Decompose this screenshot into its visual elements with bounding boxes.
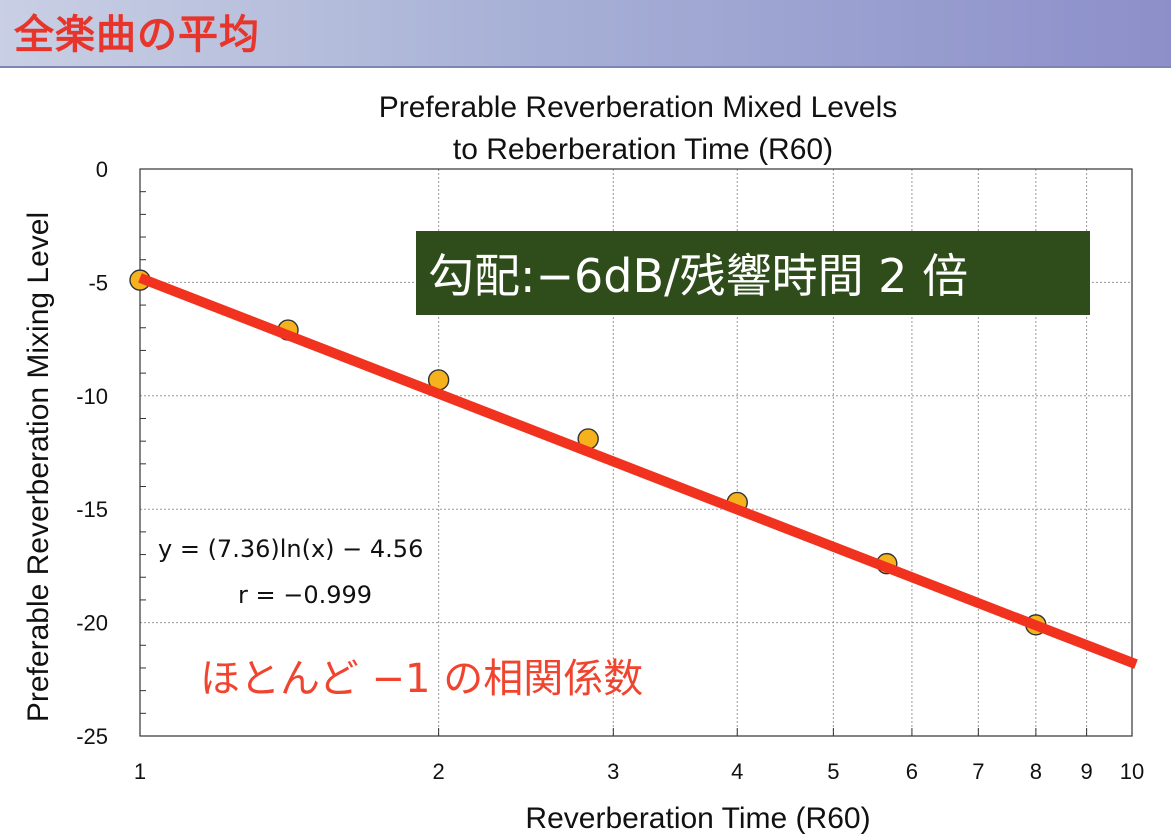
regression-line <box>138 273 1138 669</box>
x-tick-label: 8 <box>1030 759 1042 784</box>
y-tick-label: 0 <box>96 157 108 182</box>
correlation-note: ほとんど −1 の相関係数 <box>200 656 643 702</box>
page-title: 全楽曲の平均 <box>14 12 260 58</box>
slope-banner-text: 勾配:−6dB/残響時間 2 倍 <box>428 249 968 303</box>
y-tick-label: -15 <box>76 497 108 522</box>
minor-ticks <box>140 191 146 714</box>
x-tick-label: 7 <box>972 759 984 784</box>
x-tick-label: 3 <box>607 759 619 784</box>
equation-label: y = (7.36)ln(x) − 4.56 <box>158 535 423 563</box>
y-axis-label: Preferable Reverberation Mixing Level <box>22 212 55 722</box>
y-tick-label: -5 <box>88 270 108 295</box>
plot-frame <box>139 168 1133 737</box>
x-tick-label: 2 <box>432 759 444 784</box>
x-tick-label: 10 <box>1120 759 1144 784</box>
chart-subtitle: to Reberberation Time (R60) <box>453 133 833 166</box>
x-tick-label: 9 <box>1080 759 1092 784</box>
y-tick-labels: 0 -5 -10 -15 -20 -25 <box>76 157 108 749</box>
x-tick-label: 5 <box>827 759 839 784</box>
y-tick-label: -25 <box>76 724 108 749</box>
x-tick-label: 6 <box>906 759 918 784</box>
x-tick-label: 1 <box>134 759 146 784</box>
chart-title: Preferable Reverberation Mixed Levels <box>379 91 898 124</box>
correlation-label: r = −0.999 <box>238 581 372 609</box>
grid-lines <box>139 169 1133 736</box>
y-tick-label: -20 <box>76 611 108 636</box>
x-axis-label: Reverberation Time (R60) <box>525 802 870 835</box>
header-bar: 全楽曲の平均 <box>0 0 1171 68</box>
slope-banner <box>416 231 1090 315</box>
y-tick-label: -10 <box>76 384 108 409</box>
x-tick-label: 4 <box>731 759 743 784</box>
x-tick-labels: 1 2 3 4 5 6 7 8 9 10 <box>134 759 1144 784</box>
